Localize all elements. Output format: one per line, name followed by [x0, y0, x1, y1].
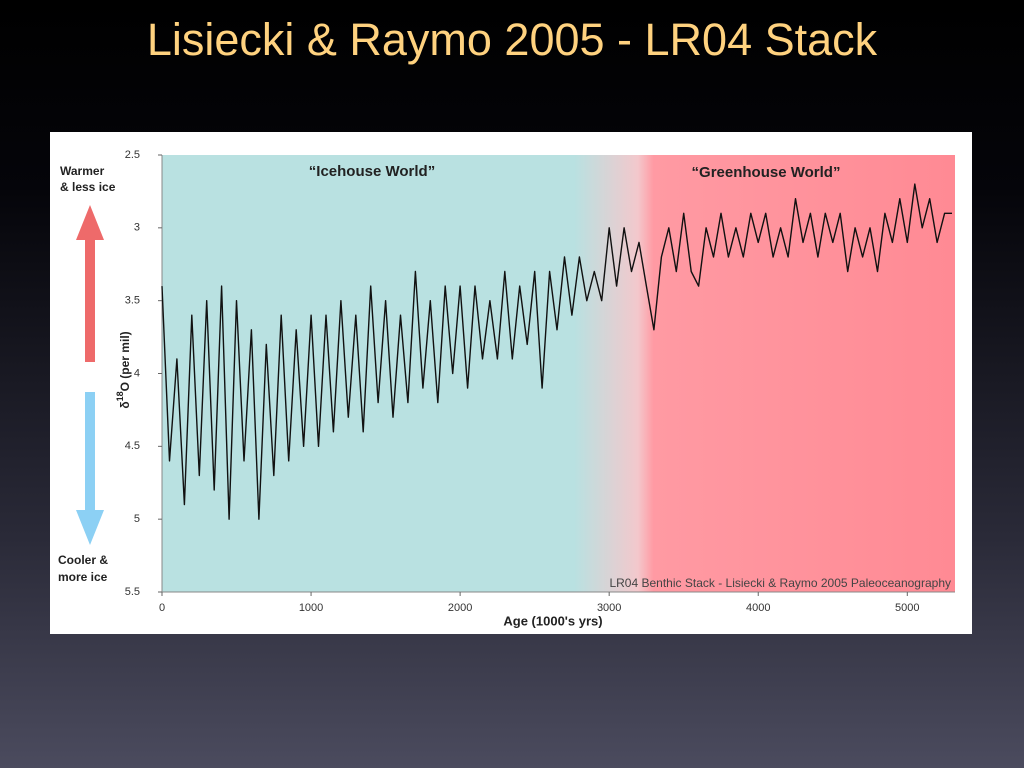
y-tick-label: 4.5: [125, 440, 140, 452]
x-tick-label: 0: [159, 602, 165, 614]
x-tick-label: 5000: [895, 602, 919, 614]
y-label-sup: 18: [115, 391, 125, 401]
annotation: “Greenhouse World”: [692, 164, 841, 181]
y-label-part: δ: [118, 401, 132, 408]
slide-title: Lisiecki & Raymo 2005 - LR04 Stack: [146, 14, 878, 65]
data-line: [161, 183, 952, 520]
x-tick-label: 4000: [746, 602, 770, 614]
x-tick-label: 1000: [299, 602, 323, 614]
x-axis-label: Age (1000's yrs): [503, 613, 602, 628]
warmer-label: & less ice: [60, 180, 116, 194]
y-axis-label: δ18O (per mil): [115, 331, 132, 408]
x-tick-label: 2000: [448, 602, 472, 614]
y-label-part: O (per mil): [118, 331, 132, 391]
x-tick-label: 3000: [597, 602, 621, 614]
plot-background: [162, 155, 955, 592]
y-tick-label: 5: [134, 513, 140, 525]
cooler-label: more ice: [58, 570, 108, 584]
y-tick-label: 2.5: [125, 149, 140, 161]
y-tick-label: 4: [134, 367, 140, 379]
warm-arrow: [76, 205, 104, 362]
annotation: LR04 Benthic Stack - Lisiecki & Raymo 20…: [609, 576, 951, 590]
cool-arrow: [76, 392, 104, 545]
y-tick-label: 5.5: [125, 586, 140, 598]
warmer-label: Warmer: [60, 164, 105, 178]
annotation: “Icehouse World”: [309, 163, 435, 180]
y-tick-label: 3.5: [125, 295, 140, 307]
y-tick-label: 3: [134, 222, 140, 234]
cooler-label: Cooler &: [58, 553, 108, 567]
